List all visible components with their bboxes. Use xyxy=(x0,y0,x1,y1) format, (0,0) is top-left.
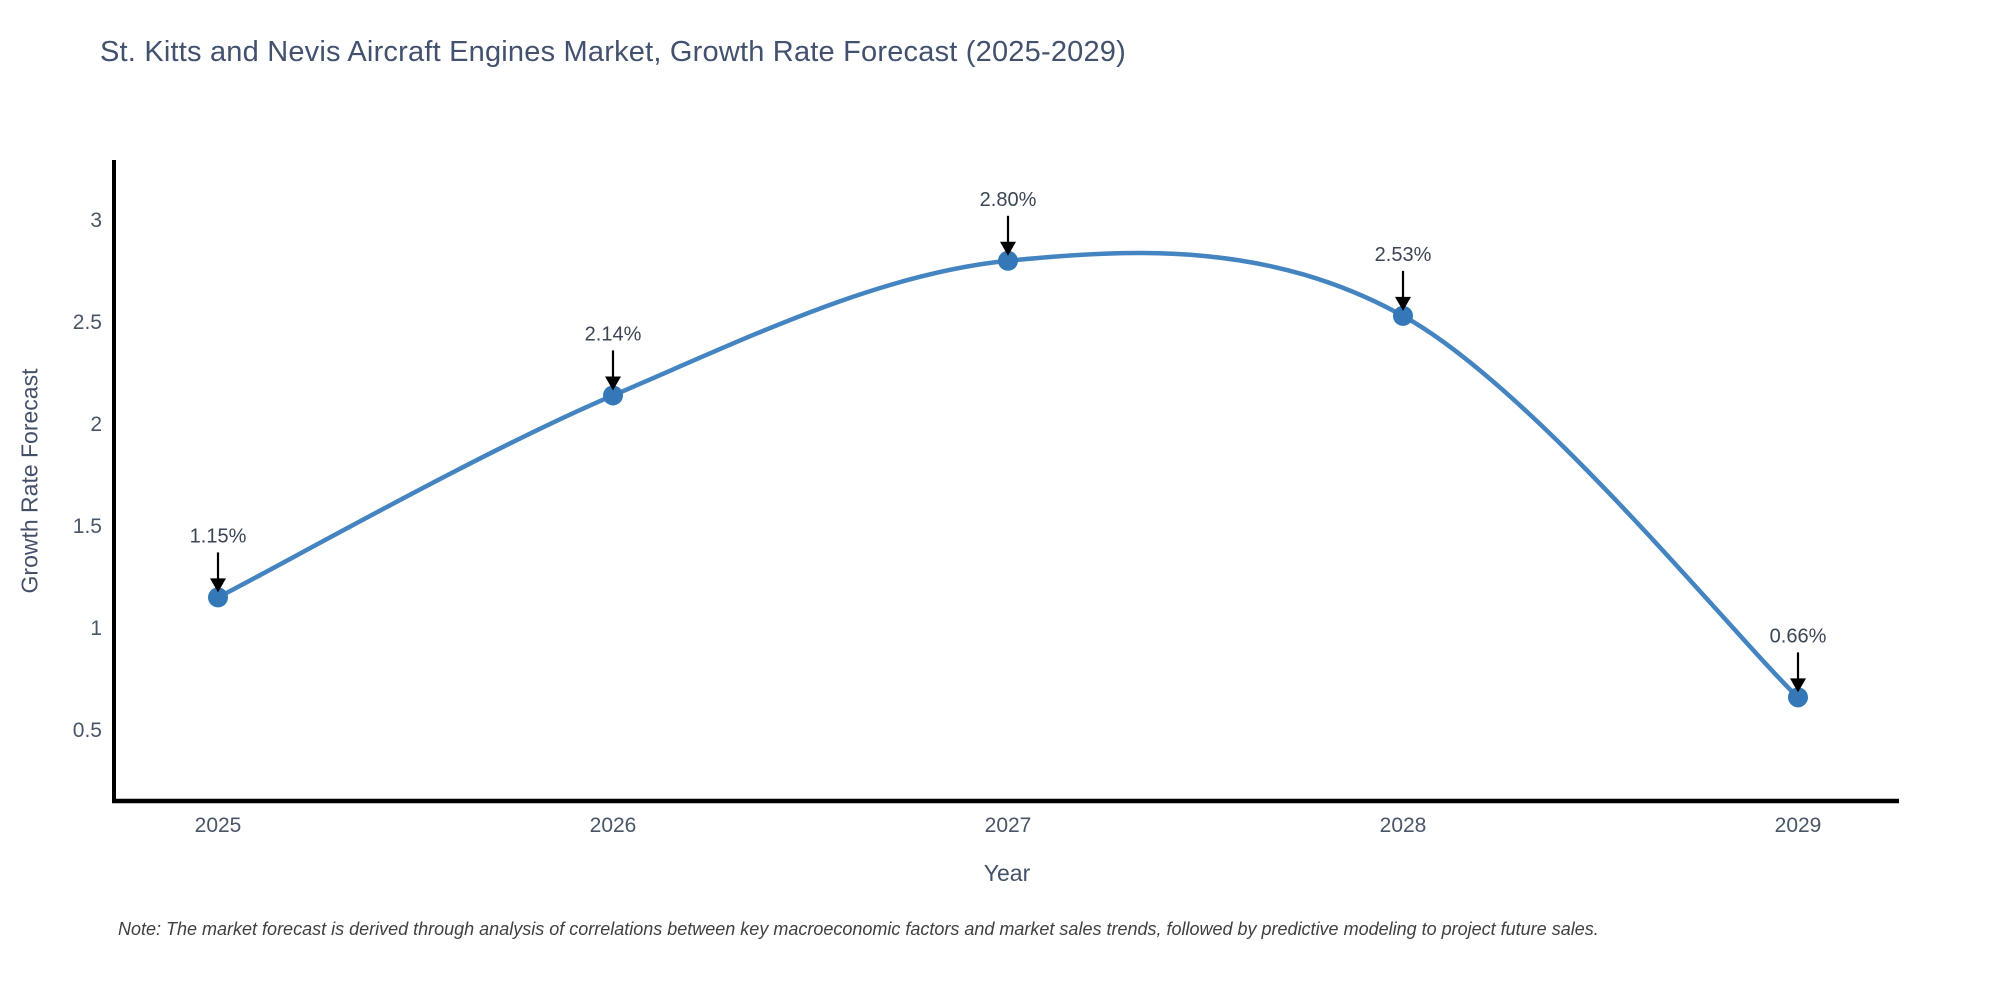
data-point-marker xyxy=(208,587,228,608)
x-tick-label: 2025 xyxy=(195,814,242,837)
x-tick-label: 2028 xyxy=(1380,814,1427,837)
y-tick-label: 1.5 xyxy=(73,515,102,538)
chart-note: Note: The market forecast is derived thr… xyxy=(118,919,1599,939)
y-tick-label: 3 xyxy=(90,209,102,232)
annotation-arrowhead xyxy=(1395,296,1411,311)
point-annotation-label: 2.53% xyxy=(1375,244,1432,266)
chart-title: St. Kitts and Nevis Aircraft Engines Mar… xyxy=(100,36,1126,68)
data-point-marker xyxy=(1788,687,1808,708)
y-tick-label: 2.5 xyxy=(73,311,102,334)
x-tick-label: 2029 xyxy=(1775,814,1822,837)
y-tick-label: 2 xyxy=(90,413,102,436)
point-annotation-label: 2.80% xyxy=(980,189,1037,211)
annotation-arrowhead xyxy=(210,578,226,593)
x-axis-title: Year xyxy=(983,860,1031,886)
y-axis-title: Growth Rate Forecast xyxy=(16,368,43,594)
y-tick-label: 0.5 xyxy=(73,719,102,742)
annotation-arrowhead xyxy=(1000,241,1016,256)
data-point-marker xyxy=(998,250,1018,271)
data-point-marker xyxy=(1393,305,1413,326)
x-tick-label: 2026 xyxy=(590,814,637,837)
forecast-curve xyxy=(215,250,1801,700)
annotation-arrowhead xyxy=(605,376,621,391)
y-tick-label: 1 xyxy=(90,617,102,640)
data-point-marker xyxy=(603,385,623,406)
annotation-arrowhead xyxy=(1790,678,1806,693)
point-annotation-label: 2.14% xyxy=(585,323,642,345)
point-annotation-label: 1.15% xyxy=(190,525,247,547)
point-annotation-label: 0.66% xyxy=(1770,625,1827,647)
x-tick-label: 2027 xyxy=(985,814,1032,837)
